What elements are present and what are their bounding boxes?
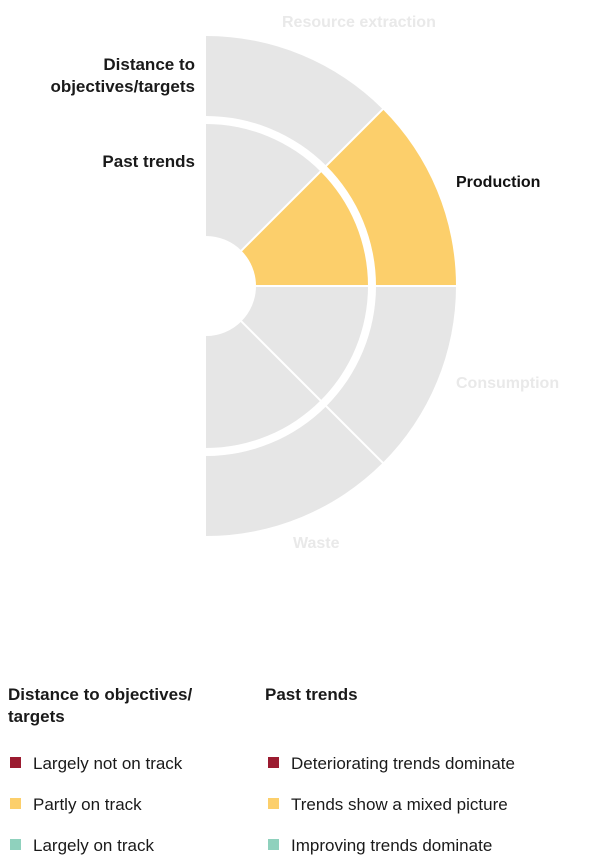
sector-divider — [237, 104, 388, 255]
sector-resource-inner — [206, 124, 321, 251]
sector-label-resource-extraction: Resource extraction — [282, 14, 436, 31]
legend-swatch-green — [268, 839, 279, 850]
legend-item-largely-on-track: Largely on track — [10, 835, 154, 857]
sector-resource-outer — [206, 36, 383, 166]
legend-item-partly-on-track: Partly on track — [10, 794, 142, 816]
ring-label-distance: Distance to objectives/targets — [50, 55, 195, 96]
legend-swatch-yellow — [268, 798, 279, 809]
legend-item-improving-trends: Improving trends dominate — [268, 835, 492, 857]
sector-waste-inner — [206, 321, 321, 448]
legend-swatch-red — [268, 757, 279, 768]
sector-consumption-outer — [326, 286, 456, 463]
legend-item-largely-not-on-track: Largely not on track — [10, 753, 182, 775]
legend-title-past-trends: Past trends — [265, 685, 358, 704]
legend-swatch-red — [10, 757, 21, 768]
sector-divider — [237, 317, 388, 468]
diagram-dividers — [237, 104, 462, 468]
sector-production-inner — [241, 171, 368, 286]
sector-label-waste: Waste — [293, 535, 340, 552]
legend-swatch-yellow — [10, 798, 21, 809]
ring-label-past-trends: Past trends — [102, 152, 195, 171]
sector-production-outer — [326, 109, 456, 287]
sector-consumption-inner — [241, 286, 368, 401]
legend-item-deteriorating-trends: Deteriorating trends dominate — [268, 753, 515, 775]
sector-label-consumption: Consumption — [456, 375, 560, 392]
legend-title-distance: Distance to objectives/ targets — [8, 685, 193, 726]
circular-economy-diagram — [206, 36, 462, 536]
sector-label-production: Production — [456, 174, 541, 191]
sector-waste-outer — [206, 406, 383, 536]
legend-item-mixed-picture: Trends show a mixed picture — [268, 794, 508, 816]
legend-swatch-green — [10, 839, 21, 850]
diagram-sectors — [206, 36, 456, 536]
